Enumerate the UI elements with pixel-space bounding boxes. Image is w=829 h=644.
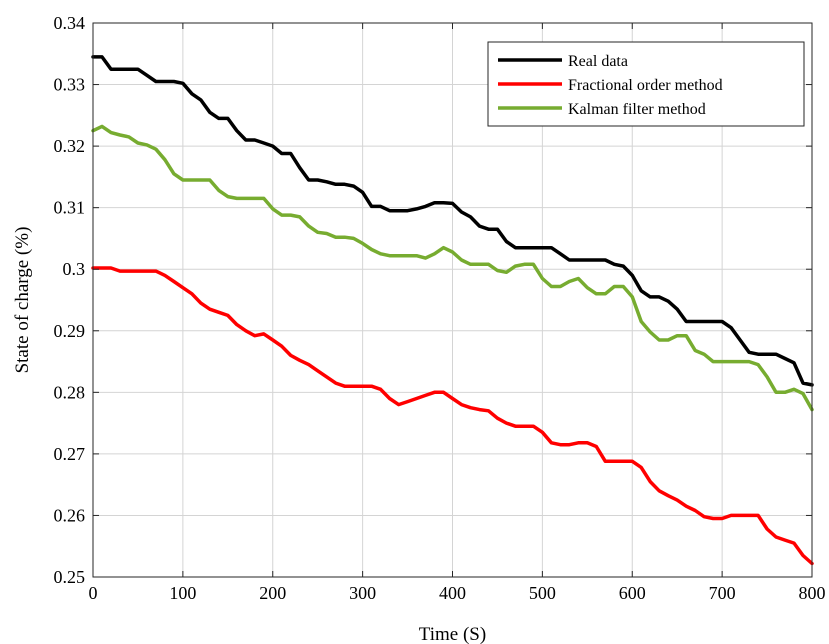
y-tick-label: 0.26 (54, 505, 86, 525)
y-tick-label: 0.32 (54, 136, 86, 156)
y-tick-label: 0.29 (54, 321, 86, 341)
legend-label: Fractional order method (568, 77, 723, 94)
y-tick-label: 0.28 (54, 382, 86, 402)
series-line-kalman-filter-method (91, 124, 814, 412)
y-tick-label: 0.34 (54, 13, 86, 33)
legend-label: Kalman filter method (568, 101, 706, 118)
y-axis: 0.25 0.26 0.27 0.28 0.29 0.3 0.31 0.32 0.33 0.34 (54, 13, 812, 587)
y-tick-label: 0.27 (54, 444, 86, 464)
legend: Real data Fractional order method Kalman f… (487, 41, 805, 127)
x-tick-label: 300 (349, 583, 376, 603)
x-tick-label: 700 (709, 583, 736, 603)
x-axis-label: Time (S) (419, 624, 486, 644)
x-tick-label: 500 (529, 583, 556, 603)
y-axis-label: State of charge (%) (12, 227, 33, 374)
y-tick-label: 0.3 (63, 259, 86, 279)
x-tick-label: 0 (89, 583, 98, 603)
y-tick-label: 0.31 (54, 198, 86, 218)
x-tick-label: 600 (619, 583, 646, 603)
series-line-fractional-order-method (91, 266, 814, 566)
x-tick-label: 200 (259, 583, 286, 603)
y-tick-label: 0.33 (54, 75, 86, 95)
x-tick-label: 800 (799, 583, 826, 603)
x-tick-label: 100 (169, 583, 196, 603)
x-tick-label: 400 (439, 583, 466, 603)
x-axis: 0 100 200 300 400 500 600 700 800 (89, 23, 826, 603)
series-line-real-data (91, 55, 814, 387)
series-layer (91, 55, 814, 566)
legend-label: Real data (568, 53, 628, 70)
y-tick-label: 0.25 (54, 567, 86, 587)
